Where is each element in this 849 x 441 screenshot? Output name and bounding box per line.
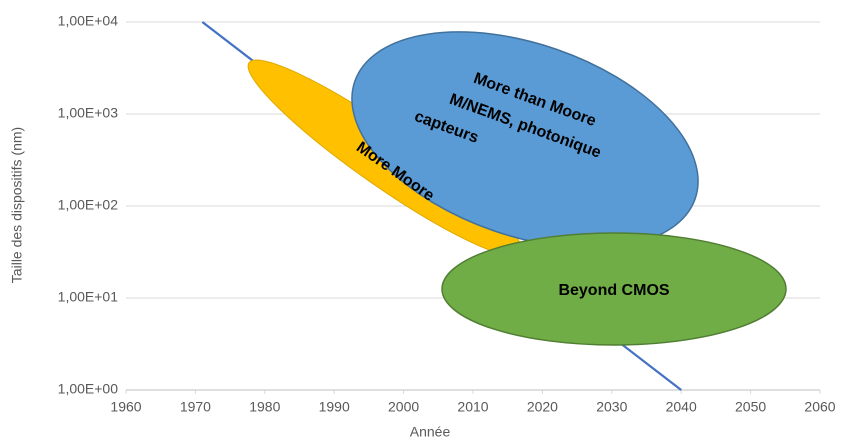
x-tick-label: 1960	[110, 399, 141, 415]
x-tick-label: 2060	[804, 399, 835, 415]
x-tick-label: 2010	[457, 399, 488, 415]
x-axis-label: Année	[410, 424, 451, 440]
x-tick-label: 2020	[527, 399, 558, 415]
x-tick-label: 1970	[180, 399, 211, 415]
y-axis-label: Taille des dispositifs (nm)	[9, 127, 25, 283]
beyond-cmos-region	[441, 232, 787, 346]
annotations: More Moore More than Moore M/NEMS, photo…	[247, 31, 787, 346]
x-tick-label: 1980	[249, 399, 280, 415]
x-tick-label: 2050	[735, 399, 766, 415]
annotation: Beyond CMOS	[558, 282, 669, 299]
x-tick-label: 2000	[388, 399, 419, 415]
x-tick-label: 2040	[666, 399, 697, 415]
y-tick-label: 1,00E+02	[58, 197, 119, 213]
y-tick-label: 1,00E+04	[58, 13, 119, 29]
y-tick-label: 1,00E+03	[58, 105, 119, 121]
y-tick-label: 1,00E+00	[58, 381, 119, 397]
x-tick-label: 1990	[319, 399, 350, 415]
x-tick-label: 2030	[596, 399, 627, 415]
more-than-moore-region	[351, 31, 699, 249]
y-tick-label: 1,00E+01	[58, 289, 119, 305]
